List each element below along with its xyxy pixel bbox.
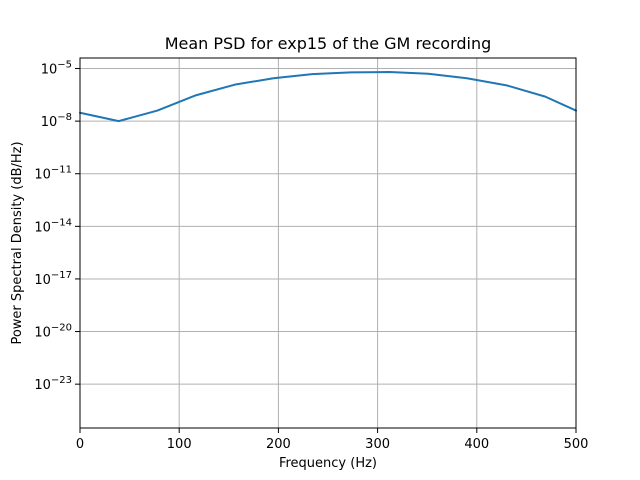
y-tick-label: 10−11	[34, 165, 72, 183]
y-tick-label: 10−14	[34, 217, 72, 235]
y-tick-label: 10−23	[34, 375, 72, 393]
x-tick-label: 0	[76, 437, 84, 452]
grid-layer	[79, 58, 577, 428]
chart-title: Mean PSD for exp15 of the GM recording	[165, 34, 492, 53]
x-tick-label: 100	[167, 437, 192, 452]
y-tick-label: 10−17	[34, 270, 72, 288]
x-axis-label: Frequency (Hz)	[279, 456, 377, 471]
y-tick-label: 10−5	[41, 60, 72, 78]
psd-series-line	[79, 71, 577, 123]
plot-frame	[79, 57, 577, 429]
label-layer: 0 100 200 300 400 500 10−5 10−8 10−11 10−14 10−17 1…	[34, 60, 588, 452]
x-tick-label: 500	[564, 437, 589, 452]
x-tick-label: 300	[365, 437, 390, 452]
tick-layer	[75, 68, 577, 433]
y-tick-label: 10−8	[41, 112, 72, 130]
x-tick-label: 400	[464, 437, 489, 452]
y-tick-label: 10−20	[34, 323, 72, 341]
series-layer	[79, 71, 577, 123]
x-tick-label: 200	[266, 437, 291, 452]
y-axis-label: Power Spectral Density (dB/Hz)	[10, 141, 25, 344]
